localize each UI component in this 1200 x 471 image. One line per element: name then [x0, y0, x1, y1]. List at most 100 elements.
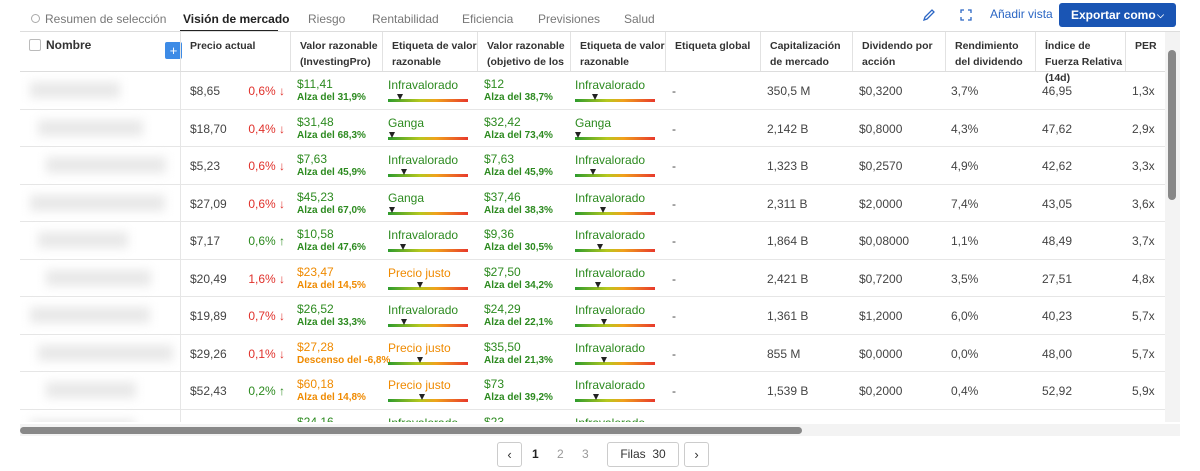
per: 1,3x: [1132, 84, 1155, 98]
rsi: 47,62: [1042, 121, 1073, 136]
rows-label: Filas: [620, 447, 646, 461]
prev-page-button[interactable]: ‹: [497, 442, 522, 467]
page-number[interactable]: 3: [582, 447, 589, 461]
valuation-label: Infravalorado: [388, 153, 459, 167]
column-header[interactable]: Dividendo por acción: [862, 40, 933, 68]
fair-value: $9,36: [484, 227, 515, 241]
dividend: $2,0000: [859, 196, 903, 211]
valuation-bar: [388, 249, 468, 252]
valuation-marker: [417, 356, 423, 363]
valuation-marker: [401, 319, 407, 325]
market-cap: 2,311 B: [767, 196, 808, 211]
row-border: [20, 221, 1165, 222]
tab[interactable]: Riesgo: [308, 12, 346, 26]
fair-value-note: Descenso del -6,8%: [297, 354, 391, 366]
add-column-button[interactable]: +: [165, 42, 182, 59]
valuation-marker: [397, 94, 403, 100]
change: 0,1% ↓: [248, 346, 285, 361]
tab-icon: [31, 14, 40, 23]
fair-value: $26,52: [297, 302, 334, 316]
table-top-border: [20, 31, 1180, 32]
valuation-bar: [575, 99, 655, 102]
tab[interactable]: Eficiencia: [462, 12, 514, 26]
price: $7,17: [190, 234, 221, 248]
valuation-marker: [600, 206, 606, 213]
per: 2,9x: [1132, 121, 1155, 136]
rsi: 43,05: [1042, 196, 1073, 211]
valuation-label: Infravalorado: [388, 228, 459, 242]
fair-value: $24,16: [297, 414, 334, 423]
column-divider: [180, 297, 181, 335]
expand-icon[interactable]: [959, 8, 973, 22]
fair-value-note: Alza del 45,9%: [484, 167, 553, 178]
export-button[interactable]: Exportar como ⌵: [1059, 3, 1176, 27]
valuation-marker: [600, 319, 607, 325]
fair-value: $37,46: [484, 189, 521, 204]
tab[interactable]: Rentabilidad: [372, 12, 439, 26]
column-header[interactable]: Rendimiento del dividendo: [955, 40, 1023, 68]
select-all-checkbox[interactable]: [29, 39, 41, 51]
rsi: 27,51: [1042, 271, 1073, 286]
fair-value-note: Alza del 22,1%: [484, 317, 553, 328]
edit-icon[interactable]: [922, 8, 936, 22]
dividend: $0,0000: [859, 346, 903, 361]
page-number[interactable]: 2: [557, 447, 564, 461]
column-header[interactable]: Etiqueta de valor razonable: [392, 40, 477, 68]
rsi: 46,95: [1042, 84, 1073, 98]
column-header[interactable]: Precio actual: [190, 40, 256, 52]
column-divider: [180, 72, 181, 110]
column-header[interactable]: PER: [1135, 40, 1157, 52]
global: -: [672, 84, 676, 98]
column-divider: [180, 222, 181, 260]
dividend: $0,2000: [859, 384, 903, 398]
change: 0,7% ↓: [248, 309, 285, 323]
chevron: ⌵: [1157, 10, 1164, 20]
fair-value-note: Alza del 45,9%: [297, 167, 366, 178]
global: -: [672, 271, 676, 286]
row-border: [20, 183, 1165, 185]
valuation-label: Ganga: [388, 115, 425, 130]
row-border: [20, 258, 1165, 260]
column-header[interactable]: Etiqueta de valor razonable: [580, 40, 665, 68]
valuation-label: Infravalorado: [575, 153, 646, 167]
column-header[interactable]: Índice de Fuerza Relativa (14d): [1045, 40, 1123, 84]
yield: 6,0%: [951, 309, 979, 323]
horizontal-scrollbar[interactable]: [20, 424, 1180, 436]
tab[interactable]: Salud: [624, 12, 655, 26]
fair-value-note: Alza del 38,3%: [484, 204, 553, 216]
tab[interactable]: Visión de mercado: [183, 12, 290, 26]
column-header[interactable]: Capitalización de mercado: [770, 40, 841, 68]
rows-per-page[interactable]: Filas 30: [607, 442, 679, 467]
valuation-label: Infravalorado: [575, 265, 646, 280]
page-number[interactable]: 1: [532, 447, 539, 461]
market-cap: 1,323 B: [767, 159, 809, 173]
change: 0,6% ↓: [248, 196, 285, 211]
tab[interactable]: Previsiones: [538, 12, 601, 26]
column-header[interactable]: Nombre: [46, 38, 92, 52]
tab[interactable]: Resumen de selección: [45, 12, 167, 26]
valuation-label: Infravalorado: [575, 303, 646, 317]
rsi: 48,49: [1042, 234, 1073, 248]
add-view-button[interactable]: Añadir vista: [990, 7, 1053, 21]
valuation-label: Infravalorado: [575, 78, 646, 92]
valuation-label: Precio justo: [388, 265, 451, 280]
yield: 7,4%: [951, 196, 979, 211]
column-header[interactable]: Valor razonable (objetivo de los: [487, 40, 565, 68]
per: 3,3x: [1132, 159, 1155, 173]
column-header[interactable]: Valor razonable (InvestingPro): [300, 40, 378, 68]
yield: 3,5%: [951, 271, 979, 286]
dividend: $1,2000: [859, 309, 903, 323]
change: 1,6% ↓: [248, 271, 285, 286]
vertical-scrollbar[interactable]: [1165, 32, 1180, 422]
name-cell-blur: [38, 232, 128, 248]
column-header[interactable]: Etiqueta global: [675, 40, 751, 52]
next-page-button[interactable]: ›: [684, 442, 709, 467]
valuation-marker: [401, 169, 407, 175]
valuation-bar: [388, 99, 468, 102]
valuation-bar: [388, 211, 468, 215]
change: 0,6% ↓: [248, 84, 285, 98]
column-divider: [180, 32, 181, 71]
valuation-marker: [417, 281, 423, 288]
price: $29,26: [190, 346, 227, 361]
valuation-bar: [575, 361, 655, 365]
